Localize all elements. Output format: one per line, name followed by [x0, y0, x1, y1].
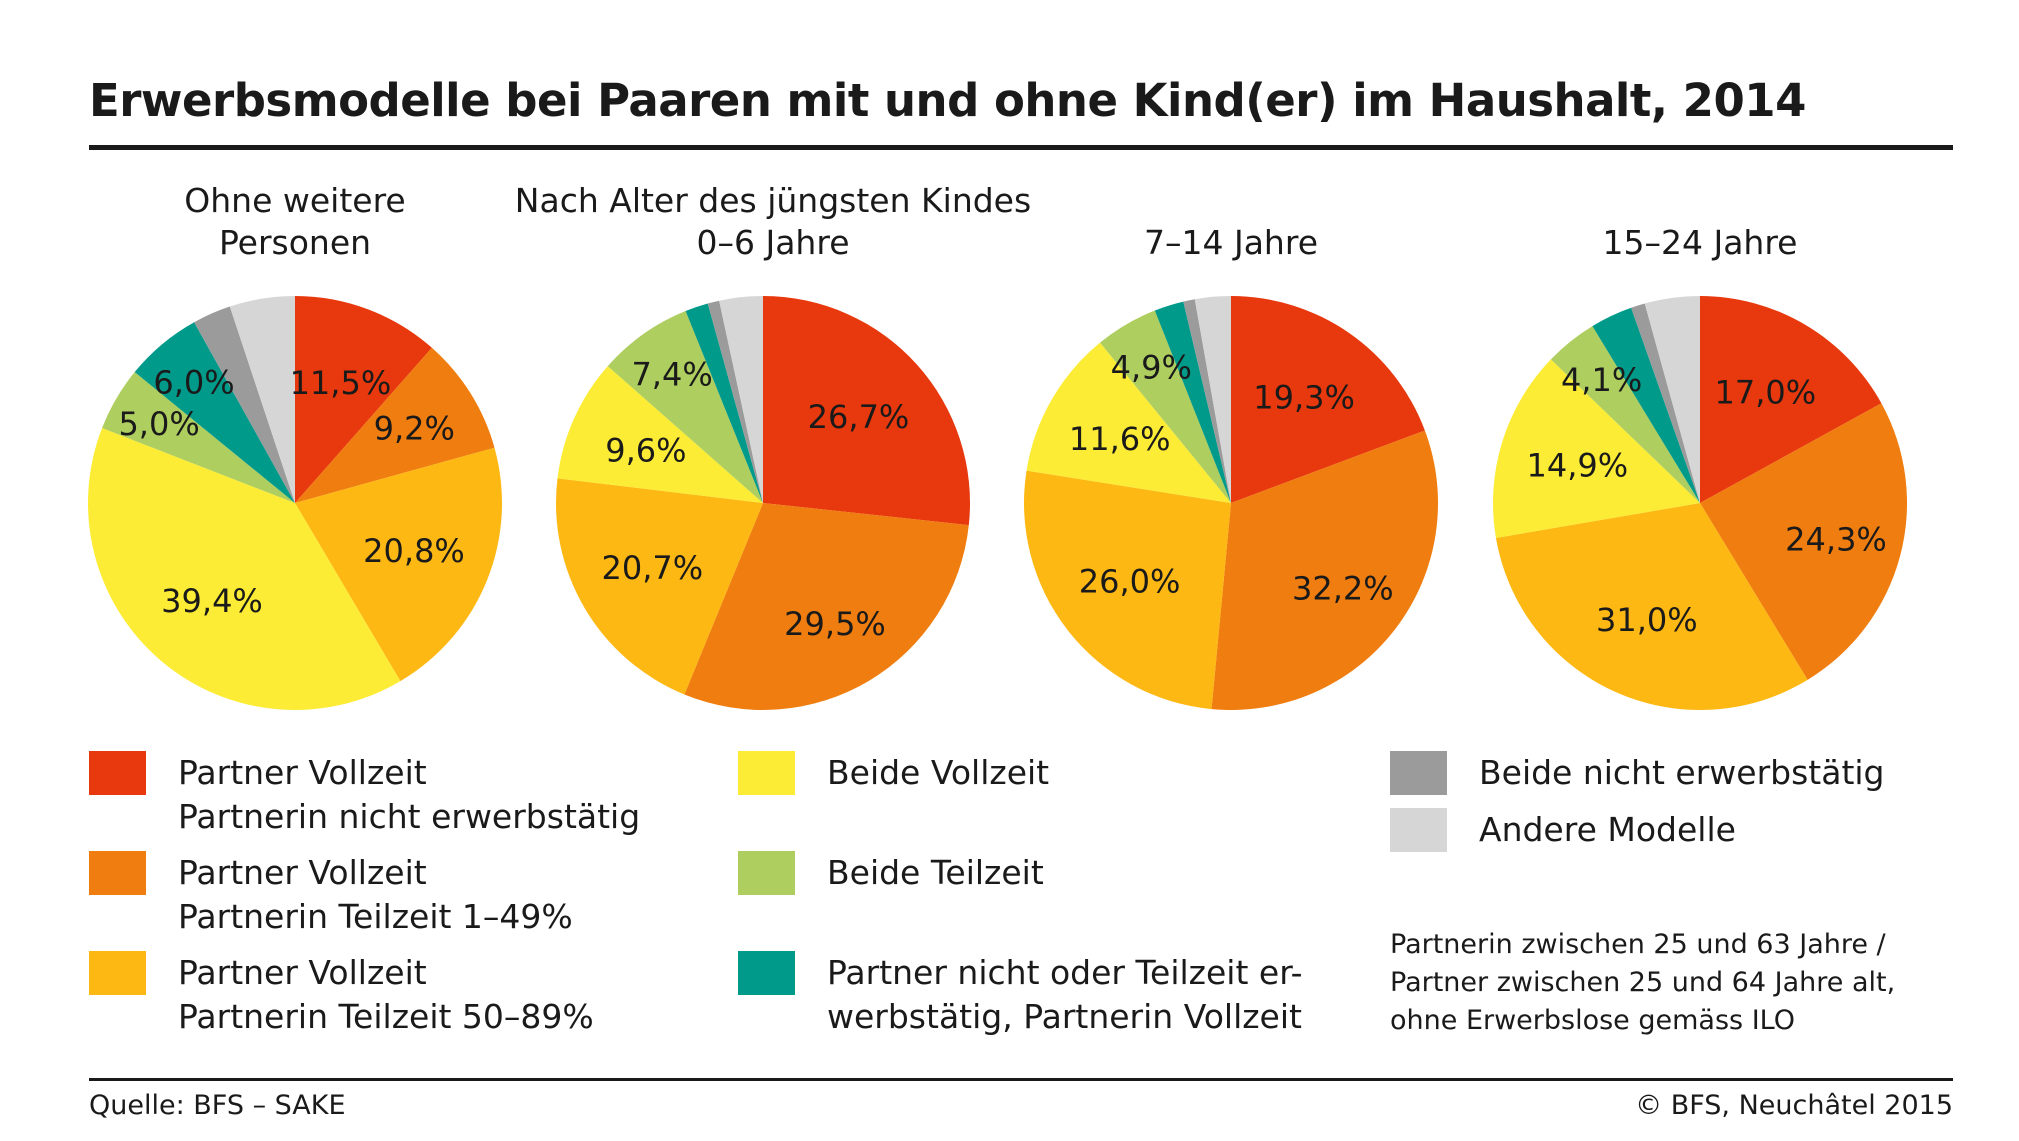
pie-slice-beide-teilzeit: [1550, 326, 1700, 503]
pie-value-label: 24,3%: [1785, 520, 1887, 558]
legend-swatch: [89, 851, 146, 895]
pie-value-label: 11,5%: [290, 364, 392, 402]
legend-swatch: [1390, 751, 1447, 795]
chart-title: Erwerbsmodelle bei Paaren mit und ohne K…: [89, 74, 1806, 127]
pie-slice-partner-vollzeit-partnerin-nicht: [763, 296, 970, 526]
pie-slice-beide-teilzeit: [1100, 310, 1231, 503]
pie-slice-andere-modelle: [719, 296, 763, 503]
pie-title: Ohne weitere: [184, 181, 405, 220]
pie-slice-beide-nicht-erwerbstaetig: [1183, 299, 1231, 503]
pie-chart-3: 7–14 Jahre 19,3% 32,2% 26,0% 11,6% 4,9%: [1024, 223, 1439, 710]
pie-value-label: 7,4%: [631, 356, 712, 394]
pie-value-label: 11,6%: [1069, 420, 1171, 458]
pie-value-label: 32,2%: [1292, 570, 1394, 608]
pie-value-label: 20,8%: [363, 532, 465, 570]
pie-slice-partner-vollzeit-partnerin-nicht: [1231, 296, 1425, 503]
pie-slice-beide-nicht-erwerbstaetig: [707, 300, 763, 503]
pie-value-label: 26,7%: [808, 398, 910, 436]
footer-rule: [89, 1078, 1953, 1081]
pie-value-label: 9,6%: [605, 432, 686, 470]
pie-value-label: 19,3%: [1253, 379, 1355, 417]
legend-item-partner-vollzeit-partnerin-teilzeit-1-49: Partner Vollzeit Partnerin Teilzeit 1–49%: [89, 851, 573, 939]
pie-slice-beide-nicht-erwerbstaetig: [1631, 303, 1700, 503]
legend-label: Partner Vollzeit Partnerin Teilzeit 1–49%: [178, 853, 573, 936]
pie-title: 15–24 Jahre: [1603, 223, 1798, 262]
pie-value-label: 14,9%: [1526, 446, 1628, 484]
pie-value-label: 20,7%: [601, 549, 703, 587]
pie-value-label: 39,4%: [161, 582, 263, 620]
legend-label: Beide nicht erwerbstätig: [1479, 753, 1885, 792]
pie-slice-partner-vollzeit-partnerin-1-49: [684, 503, 969, 710]
pie-value-label: 4,1%: [1561, 361, 1642, 399]
pie-slice-partner-vollzeit-partnerin-1-49: [295, 347, 495, 503]
pie-slice-partner-vollzeit-partnerin-50-89: [295, 447, 502, 682]
legend-item-beide-nicht-erwerbstaetig: Beide nicht erwerbstätig: [1390, 751, 1885, 795]
title-rule: [89, 145, 1953, 150]
pie-value-label: 6,0%: [153, 363, 234, 401]
pie-value-label: 4,9%: [1111, 348, 1192, 386]
pie-slice-partner-nicht-oder-teilzeit: [1154, 301, 1231, 503]
legend-item-beide-teilzeit: Beide Teilzeit: [738, 851, 1044, 895]
legend-label: Partner Vollzeit Partnerin nicht erwerbst…: [178, 753, 641, 836]
pie-slice-partner-vollzeit-partnerin-nicht: [295, 296, 432, 503]
pie-slice-partner-vollzeit-partnerin-1-49: [1700, 403, 1908, 680]
pie-slice-partner-vollzeit-partnerin-50-89: [1024, 470, 1231, 710]
pie-slice-beide-teilzeit: [607, 311, 763, 503]
legend-item-partner-vollzeit-partnerin-teilzeit-50-89: Partner Vollzeit Partnerin Teilzeit 50–89…: [89, 951, 594, 1039]
footnote: Partnerin zwischen 25 und 63 Jahre / Part…: [1390, 929, 1896, 1036]
pie-title: Nach Alter des jüngsten Kindes: [515, 181, 1031, 220]
legend-swatch: [738, 851, 795, 895]
pie-title: 7–14 Jahre: [1144, 223, 1318, 262]
source-note: Quelle: BFS – SAKE: [89, 1090, 346, 1121]
pie-value-label: 17,0%: [1714, 374, 1816, 412]
legend-swatch: [738, 751, 795, 795]
legend-swatch: [89, 751, 146, 795]
pie-title: 0–6 Jahre: [697, 223, 850, 262]
pie-slice-beide-vollzeit: [1492, 359, 1700, 538]
pie-slice-partner-vollzeit-partnerin-50-89: [1495, 503, 1808, 711]
pie-slice-partner-nicht-oder-teilzeit: [1592, 307, 1700, 503]
pie-value-label: 26,0%: [1079, 563, 1181, 601]
pie-slice-andere-modelle: [1194, 296, 1231, 503]
pie-slice-andere-modelle: [1644, 296, 1700, 503]
pie-slice-partner-vollzeit-partnerin-nicht: [1700, 296, 1882, 503]
legend-label: Partner Vollzeit Partnerin Teilzeit 50–89…: [178, 953, 594, 1036]
legend-label: Beide Vollzeit: [827, 753, 1050, 792]
pie-value-label: 9,2%: [374, 409, 455, 447]
legend-item-andere-modelle: Andere Modelle: [1390, 808, 1736, 852]
legend-swatch: [738, 951, 795, 995]
legend-item-partner-vollzeit-partnerin-nicht-erwerbstaetig: Partner Vollzeit Partnerin nicht erwerbst…: [89, 751, 640, 839]
pie-slice-beide-vollzeit: [88, 428, 401, 710]
copyright-note: © BFS, Neuchâtel 2015: [1635, 1090, 1953, 1121]
pie-slice-partner-vollzeit-partnerin-1-49: [1211, 430, 1439, 710]
pie-slice-partner-nicht-oder-teilzeit: [134, 322, 295, 503]
pie-slice-beide-vollzeit: [1026, 342, 1231, 503]
legend-label: Beide Teilzeit: [827, 853, 1044, 892]
pie-slice-beide-vollzeit: [557, 366, 763, 503]
pie-value-label: 31,0%: [1596, 601, 1698, 639]
pie-slice-beide-nicht-erwerbstaetig: [194, 306, 295, 503]
legend-label: Partner nicht oder Teilzeit er-werbstäti…: [827, 953, 1303, 1036]
legend-item-beide-vollzeit: Beide Vollzeit: [738, 751, 1049, 795]
legend-item-partner-nicht-oder-teilzeit-partnerin-vollzeit: Partner nicht oder Teilzeit er-werbstäti…: [738, 951, 1303, 1039]
legend-swatch: [89, 951, 146, 995]
pie-slice-andere-modelle: [229, 296, 295, 503]
pie-value-label: 5,0%: [118, 405, 199, 443]
pie-slice-partner-vollzeit-partnerin-50-89: [555, 478, 763, 695]
pie-slice-beide-teilzeit: [102, 372, 295, 503]
pie-chart-4: 15–24 Jahre 17,0% 24,3% 31,0% 14,9% 4,1%: [1492, 223, 1908, 711]
pie-slice-partner-nicht-oder-teilzeit: [685, 303, 763, 503]
legend-swatch: [1390, 808, 1447, 852]
pie-title: Personen: [219, 223, 371, 262]
pie-value-label: 29,5%: [784, 605, 886, 643]
legend-label: Andere Modelle: [1479, 810, 1736, 849]
